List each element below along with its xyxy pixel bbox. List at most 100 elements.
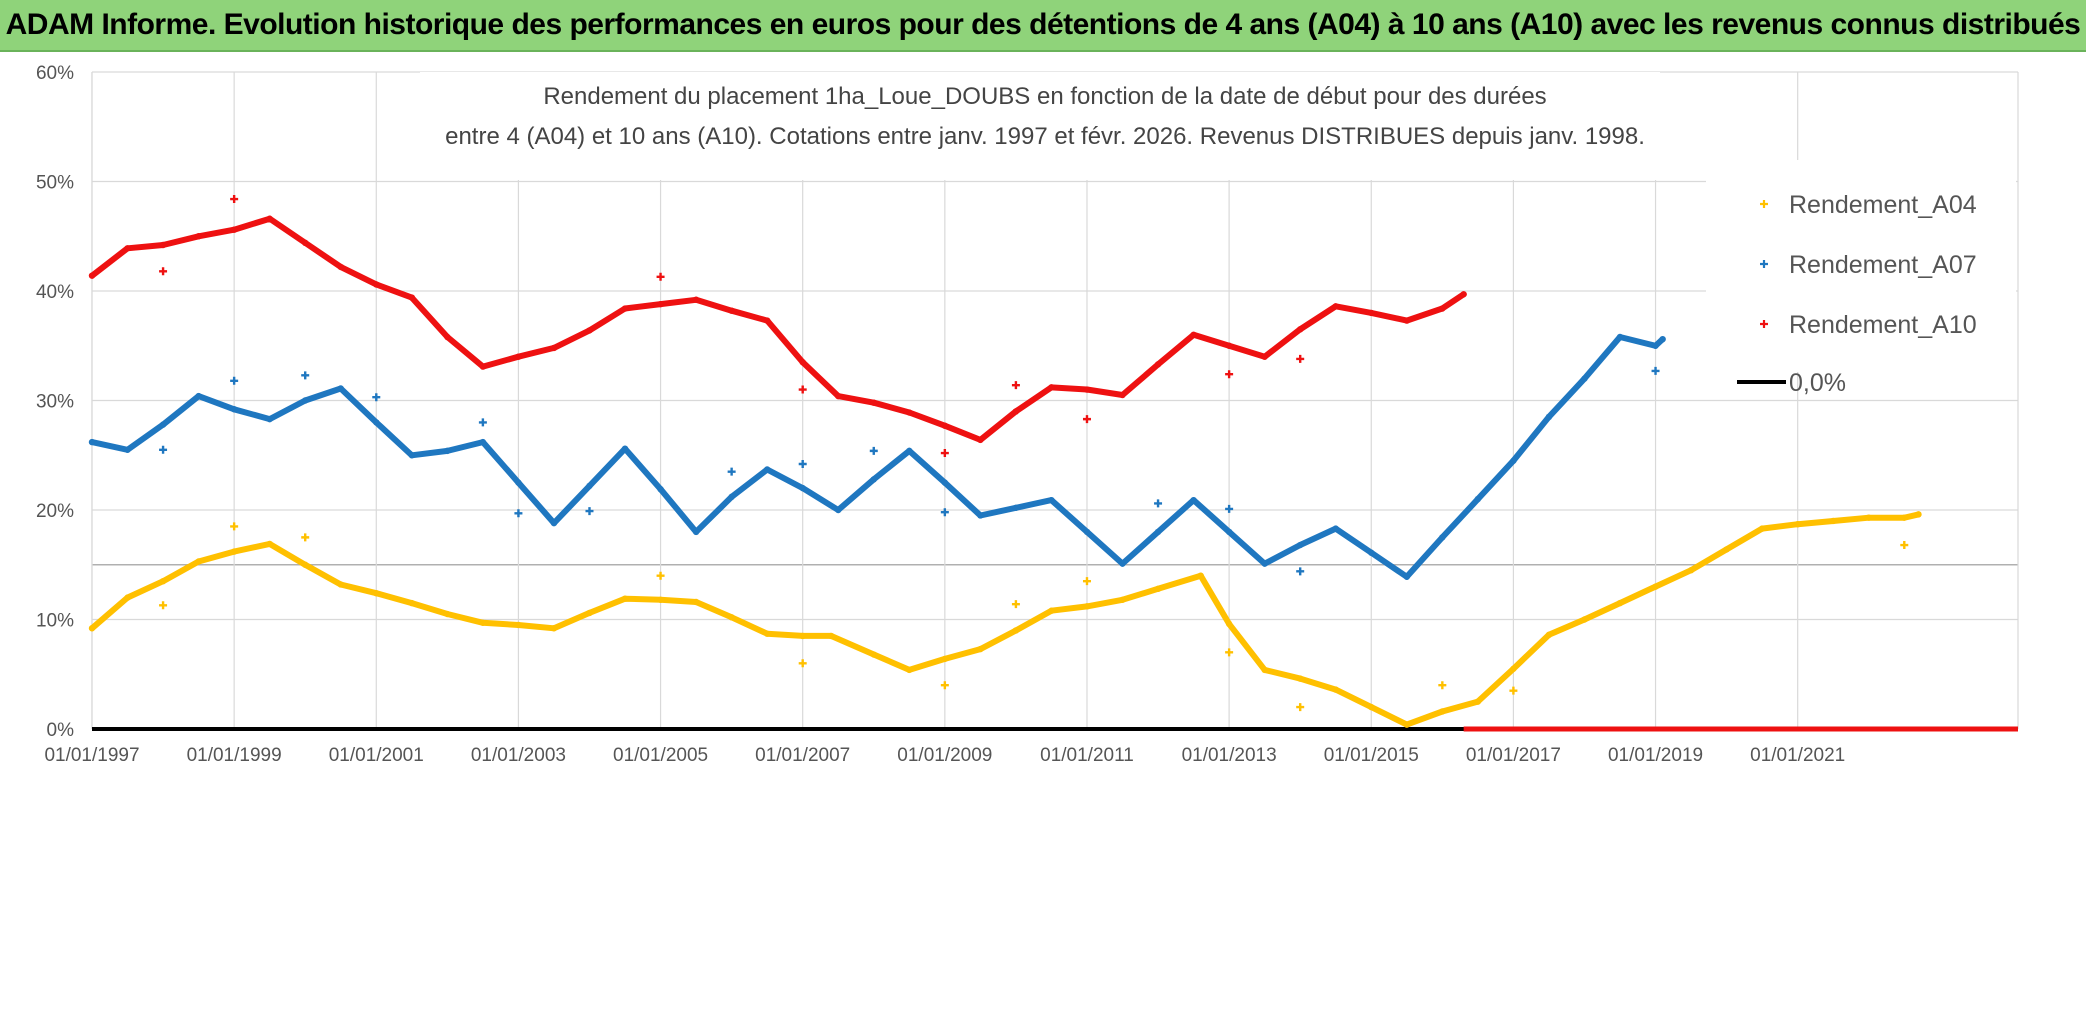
- data-point: [1225, 342, 1233, 349]
- data-point: [1581, 616, 1588, 623]
- data-point: [195, 558, 202, 565]
- outlier-point: [1225, 370, 1234, 379]
- data-point: [1012, 408, 1020, 415]
- plot-area: [88, 195, 2018, 732]
- data-point: [1915, 511, 1922, 518]
- outlier-point: [585, 507, 594, 516]
- data-point: [230, 548, 238, 555]
- data-point: [408, 294, 416, 301]
- data-point: [1545, 631, 1553, 639]
- data-point: [1616, 333, 1624, 341]
- outlier-point: [1225, 648, 1234, 657]
- legend-label: Rendement_A07: [1789, 251, 1977, 279]
- x-tick-label: 01/01/2013: [1182, 745, 1277, 766]
- outlier-point: [1296, 703, 1305, 712]
- data-point: [1197, 572, 1204, 579]
- data-point: [977, 512, 984, 519]
- data-point: [1368, 309, 1375, 317]
- data-point: [550, 625, 558, 632]
- legend: Rendement_A04 Rendement_A07 Rendement_A10 0…: [1706, 160, 2016, 397]
- data-point: [1368, 549, 1375, 556]
- data-point: [1083, 386, 1091, 393]
- data-point: [1474, 495, 1482, 503]
- performance-chart: 0%10%20%30%40%50%60% 01/01/1997 01/01/199…: [0, 52, 2086, 1031]
- chart-title-line2: entre 4 (A04) et 10 ans (A10). Cotations…: [445, 123, 1645, 150]
- data-point: [550, 519, 558, 527]
- data-point: [1368, 703, 1375, 711]
- outlier-point: [159, 267, 168, 276]
- data-point: [124, 594, 131, 601]
- data-point: [408, 599, 416, 607]
- data-point: [621, 595, 629, 602]
- data-point: [827, 632, 835, 640]
- data-point: [1225, 528, 1233, 536]
- outlier-point: [940, 449, 949, 458]
- outlier-point: [869, 446, 878, 455]
- data-point: [1048, 496, 1055, 504]
- data-point: [515, 353, 522, 360]
- data-point: [479, 363, 487, 370]
- data-point: [266, 415, 273, 423]
- data-point: [621, 445, 629, 452]
- data-point: [586, 482, 593, 490]
- data-point: [515, 621, 522, 629]
- data-point: [657, 485, 664, 493]
- data-point: [337, 263, 344, 271]
- y-tick-label: 20%: [36, 501, 74, 522]
- data-point: [1794, 521, 1801, 528]
- data-point: [1901, 514, 1908, 521]
- y-tick-label: 30%: [36, 392, 74, 413]
- outlier-point: [159, 445, 168, 454]
- data-point: [1581, 375, 1588, 382]
- data-point: [728, 493, 735, 501]
- x-tick-label: 01/01/2003: [471, 745, 566, 766]
- data-point: [124, 446, 131, 453]
- data-point: [444, 333, 451, 341]
- data-point: [1261, 353, 1268, 360]
- data-point: [1545, 413, 1553, 421]
- data-point: [1048, 607, 1055, 614]
- data-point: [941, 422, 949, 429]
- y-tick-label: 50%: [36, 173, 74, 194]
- y-axis-ticks: 0% 10% 20% 30% 40% 50% 60%: [36, 63, 74, 741]
- outlier-point: [727, 467, 736, 476]
- banner-title: ADAM Informe. Evolution historique des p…: [5, 8, 2081, 41]
- data-point: [1012, 504, 1020, 512]
- data-point: [444, 447, 451, 455]
- data-point: [479, 619, 487, 626]
- data-point: [728, 307, 735, 314]
- data-point: [1616, 599, 1624, 607]
- outlier-point: [1438, 681, 1447, 690]
- outlier-point: [1900, 541, 1909, 550]
- data-point: [799, 632, 806, 640]
- data-point: [515, 479, 522, 486]
- legend-marker: [1760, 260, 1768, 268]
- data-point: [550, 344, 558, 352]
- legend-label: Rendement_A04: [1789, 191, 1977, 219]
- data-point: [1332, 303, 1339, 310]
- x-tick-label: 01/01/2009: [897, 745, 992, 766]
- data-point: [1083, 528, 1091, 536]
- chart-title-line1: Rendement du placement 1ha_Loue_DOUBS en…: [543, 83, 1546, 110]
- data-point: [941, 655, 949, 663]
- outlier-point: [798, 659, 807, 668]
- data-point: [870, 399, 877, 406]
- data-point: [195, 392, 202, 400]
- outlier-point: [301, 533, 310, 542]
- data-point: [159, 421, 167, 428]
- legend-marker: [1760, 200, 1768, 208]
- data-point: [1154, 361, 1162, 368]
- data-point: [88, 272, 96, 279]
- data-point: [1403, 573, 1410, 580]
- data-point: [763, 630, 771, 637]
- x-tick-label: 01/01/1999: [187, 745, 282, 766]
- x-axis-ticks: 01/01/1997 01/01/1999 01/01/2001 01/01/2003…: [44, 745, 1845, 766]
- data-point: [763, 317, 771, 324]
- data-point: [1659, 335, 1666, 343]
- data-point: [657, 596, 664, 603]
- data-point: [1652, 342, 1659, 349]
- outlier-point: [656, 272, 665, 281]
- data-point: [88, 625, 96, 632]
- data-point: [799, 358, 806, 366]
- outlier-point: [478, 418, 487, 427]
